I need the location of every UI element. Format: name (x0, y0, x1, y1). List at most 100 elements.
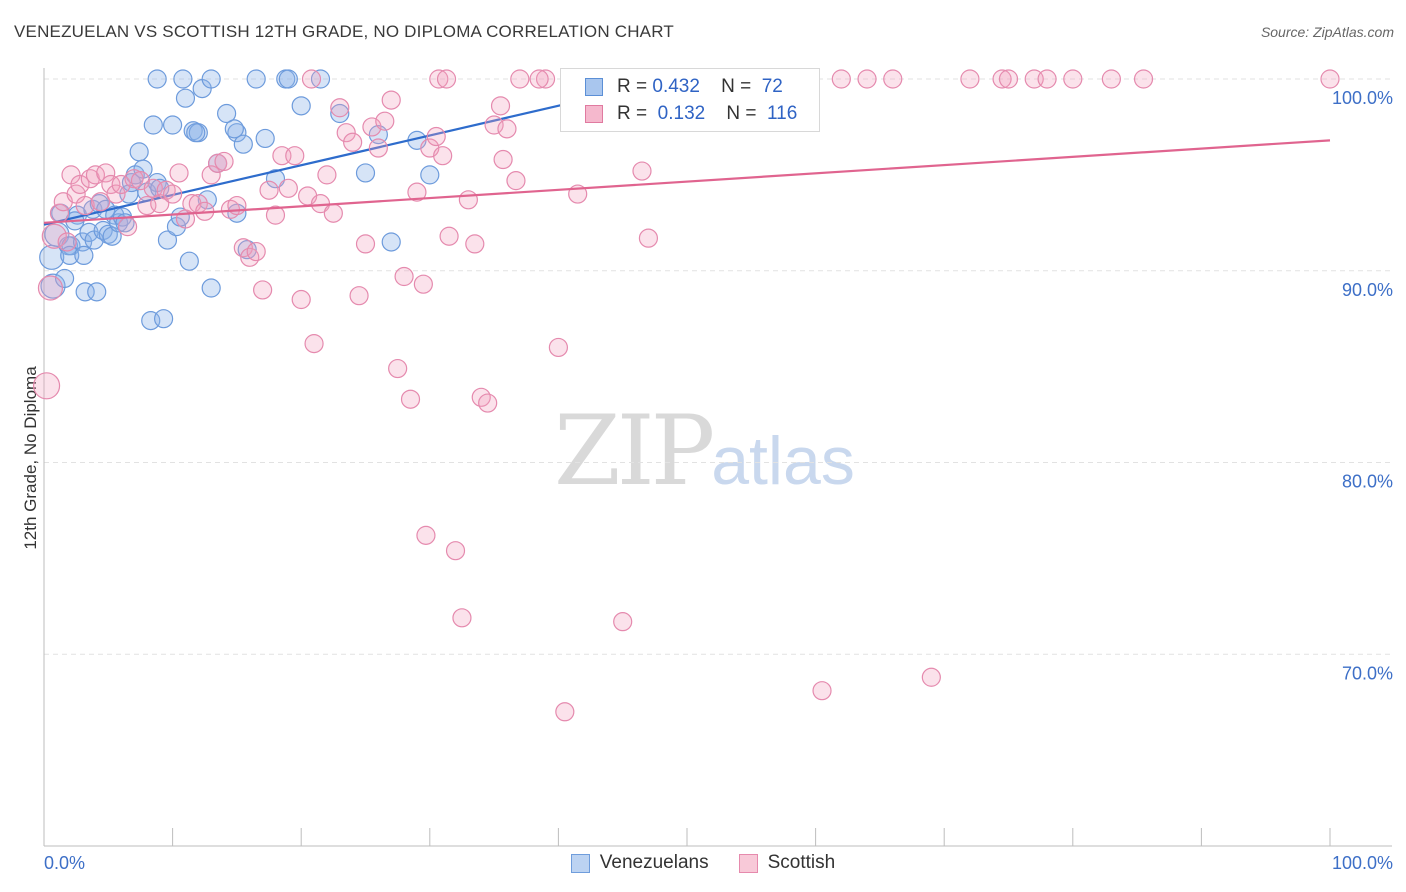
point-scottish (101, 174, 121, 195)
point-scottish (632, 161, 652, 181)
trendline-scottish (43, 139, 1331, 224)
point-scottish (407, 182, 427, 202)
point-scottish (439, 226, 459, 246)
point-scottish (1101, 69, 1121, 89)
legend-item-scottish: Scottish (738, 852, 836, 874)
point-scottish (355, 234, 376, 254)
scottish-swatch (585, 105, 603, 123)
point-venezuelans (330, 103, 350, 124)
point-venezuelans (291, 96, 311, 116)
point-scottish (413, 274, 433, 294)
point-scottish (883, 69, 903, 89)
y-axis-label: 12th Grade, No Diploma (21, 366, 40, 550)
y-tick-label: 100.0% (1332, 88, 1393, 108)
y-tick-label: 80.0% (1342, 472, 1393, 492)
scottish-r-label: R = (617, 103, 648, 124)
point-scottish (429, 69, 449, 89)
y-tick-label: 90.0% (1342, 280, 1393, 300)
point-scottish (400, 389, 421, 409)
legend-swatch-scottish (738, 853, 758, 873)
point-scottish (285, 146, 305, 166)
point-scottish (493, 149, 513, 170)
point-scottish (921, 667, 941, 687)
point-venezuelans (147, 69, 167, 89)
point-venezuelans (54, 268, 75, 289)
point-scottish (436, 69, 457, 89)
point-venezuelans (173, 69, 193, 89)
point-scottish (233, 238, 253, 258)
point-venezuelans (278, 69, 298, 89)
point-scottish (169, 163, 189, 183)
point-scottish (452, 608, 472, 628)
point-scottish (1037, 69, 1057, 89)
scottish-n-label: N = (726, 103, 757, 124)
point-venezuelans (255, 128, 275, 149)
series-legend: Venezuelans Scottish (0, 852, 1406, 874)
source-credit: Source: ZipAtlas.com (1260, 24, 1394, 40)
point-venezuelans (143, 115, 163, 135)
scottish-n-value: 116 (767, 103, 798, 124)
point-scottish (394, 266, 414, 287)
point-scottish (433, 146, 453, 166)
point-venezuelans (246, 69, 266, 89)
point-venezuelans (217, 103, 237, 124)
point-scottish (259, 180, 279, 200)
point-scottish (278, 178, 298, 198)
point-venezuelans (129, 142, 149, 162)
point-scottish (317, 165, 337, 185)
venezuelans-r-value: 0.432 (652, 76, 700, 97)
point-venezuelans (381, 232, 401, 252)
point-scottish (75, 195, 95, 216)
legend-swatch-venezuelans (570, 853, 590, 873)
watermark-zip: ZIP (554, 395, 715, 507)
point-venezuelans (179, 251, 199, 271)
point-scottish (368, 138, 388, 158)
point-scottish (96, 163, 116, 183)
point-scottish (465, 234, 485, 254)
point-scottish (343, 132, 363, 152)
point-scottish (70, 174, 90, 195)
point-scottish (246, 241, 266, 262)
point-scottish (613, 612, 633, 632)
point-scottish (1133, 69, 1154, 89)
point-scottish (510, 69, 530, 89)
point-scottish (57, 232, 77, 252)
stats-row-venezuelans: R = 0.432 N = 72 (585, 74, 783, 100)
legend-item-venezuelans: Venezuelans (570, 852, 709, 874)
point-scottish (201, 165, 221, 185)
watermark: ZIPatlas (554, 395, 855, 507)
point-venezuelans (224, 119, 244, 139)
venezuelans-n-label: N = (721, 76, 752, 97)
point-venezuelans (74, 245, 94, 266)
point-scottish (831, 69, 851, 89)
x-tick-label: 0.0% (44, 853, 85, 873)
point-venezuelans (420, 165, 440, 185)
point-venezuelans (265, 169, 286, 189)
point-scottish (90, 192, 111, 212)
point-venezuelans (233, 134, 253, 154)
chart-title: VENEZUELAN VS SCOTTISH 12TH GRADE, NO DI… (14, 22, 674, 41)
point-scottish (529, 69, 549, 89)
point-scottish (555, 702, 575, 722)
point-scottish (106, 184, 126, 204)
point-scottish (117, 217, 138, 237)
point-scottish (478, 393, 498, 413)
point-scottish (960, 69, 980, 89)
point-scottish (548, 337, 569, 358)
point-scottish (253, 280, 273, 300)
point-venezuelans (87, 282, 107, 302)
point-scottish (1063, 69, 1083, 89)
point-scottish (416, 525, 436, 545)
point-venezuelans (163, 115, 183, 135)
point-venezuelans (153, 309, 174, 329)
point-scottish (445, 541, 466, 561)
point-scottish (163, 184, 183, 204)
legend-label-scottish: Scottish (767, 852, 836, 873)
point-venezuelans (75, 282, 95, 302)
y-tick-label: 70.0% (1342, 663, 1393, 683)
stats-legend: R = 0.432 N = 72 R = 0.132 N = 116 (560, 68, 820, 132)
point-scottish (388, 358, 408, 379)
point-scottish (812, 681, 832, 701)
point-scottish (638, 228, 659, 248)
point-scottish (506, 171, 526, 191)
